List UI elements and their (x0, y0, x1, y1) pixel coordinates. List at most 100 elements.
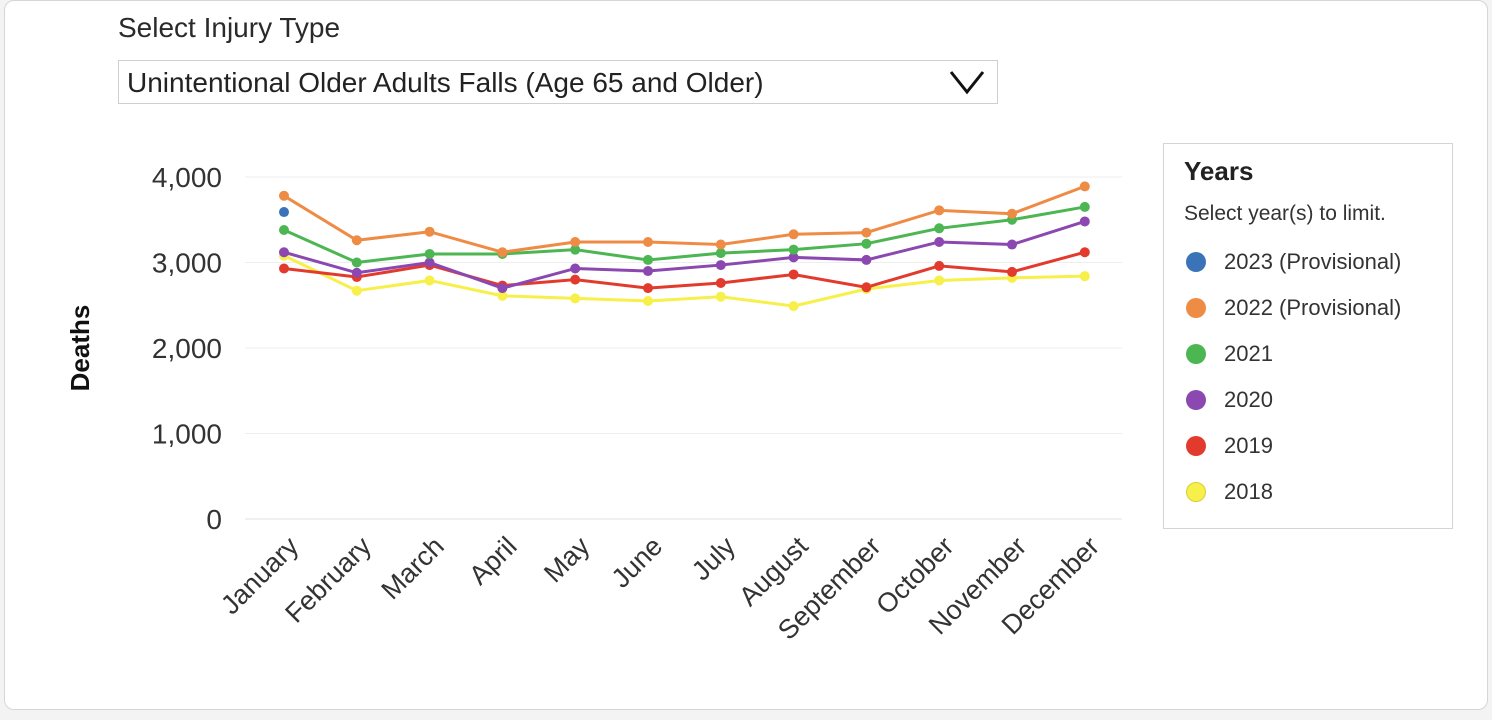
data-point (570, 274, 581, 285)
data-point (861, 282, 872, 293)
x-tick-label: May (538, 531, 596, 589)
injury-type-label: Select Injury Type (118, 12, 341, 43)
data-point (788, 252, 799, 263)
data-point (351, 257, 362, 268)
data-point (861, 227, 872, 238)
data-point (497, 283, 508, 294)
legend-title: Years (1184, 156, 1254, 186)
data-point (570, 263, 581, 274)
data-point (1079, 201, 1090, 212)
data-point (279, 190, 289, 201)
data-point (424, 257, 435, 268)
legend-item-label: 2019 (1224, 433, 1273, 458)
series-line (283, 185, 1086, 254)
data-point (1007, 266, 1017, 277)
data-point (643, 236, 653, 247)
series-line (283, 220, 1086, 290)
data-point (643, 283, 653, 294)
data-point (570, 244, 581, 255)
data-point (279, 247, 289, 258)
legend-item-label: 2022 (Provisional) (1224, 295, 1402, 320)
legend-item-2023[interactable]: 2023 (Provisional) (1182, 247, 1444, 281)
y-tick-label: 2,000 (152, 333, 222, 364)
data-point (934, 275, 945, 286)
legend-item-2022[interactable]: 2022 (Provisional) (1182, 293, 1444, 327)
data-point (1007, 208, 1017, 219)
data-point (861, 238, 872, 249)
data-point (1079, 247, 1090, 258)
series-2022 (279, 181, 1090, 258)
data-point (715, 248, 726, 259)
y-tick-label: 4,000 (152, 162, 222, 193)
chevron-down-icon[interactable] (949, 69, 985, 100)
data-point (715, 278, 726, 289)
data-point (351, 235, 362, 246)
data-point (279, 207, 289, 218)
legend-subtitle: Select year(s) to limit. (1184, 202, 1386, 225)
data-point (570, 236, 581, 247)
series-2018 (279, 250, 1090, 312)
data-point (1079, 216, 1090, 227)
x-tick-label: July (686, 531, 742, 587)
data-point (788, 269, 799, 280)
data-point (934, 223, 945, 234)
x-tick-label: April (463, 531, 522, 590)
y-tick-label: 3,000 (152, 248, 222, 279)
legend-dot-icon (1186, 344, 1206, 364)
data-point (279, 263, 289, 274)
data-point (934, 236, 945, 247)
legend-dot-icon (1186, 482, 1206, 502)
legend-dot-icon (1186, 436, 1206, 456)
legend-item-2021[interactable]: 2021 (1182, 339, 1444, 373)
series-line (283, 250, 1086, 290)
data-point (788, 244, 799, 255)
data-point (934, 205, 945, 216)
x-tick-label: March (376, 531, 450, 605)
data-point (715, 239, 726, 250)
series-line (283, 205, 1086, 265)
series-2020 (279, 216, 1090, 294)
data-point (861, 254, 872, 265)
data-point (715, 291, 726, 302)
data-point (1007, 239, 1017, 250)
data-point (351, 285, 362, 296)
legend-dot-icon (1186, 390, 1206, 410)
injury-type-dropdown[interactable]: Unintentional Older Adults Falls (Age 65… (118, 60, 998, 104)
y-tick-label: 0 (206, 504, 222, 535)
data-point (424, 275, 435, 286)
data-point (788, 301, 799, 312)
legend-item-2019[interactable]: 2019 (1182, 431, 1444, 465)
data-point (934, 260, 945, 271)
legend-item-label: 2018 (1224, 479, 1273, 504)
legend-item-label: 2021 (1224, 341, 1273, 366)
legend-item-2020[interactable]: 2020 (1182, 385, 1444, 419)
data-point (1079, 181, 1090, 192)
data-point (643, 254, 653, 265)
y-tick-label: 1,000 (152, 419, 222, 450)
data-point (570, 293, 581, 304)
legend-item-2018[interactable]: 2018 (1182, 477, 1444, 511)
injury-type-selected-value: Unintentional Older Adults Falls (Age 65… (127, 67, 764, 98)
series-2023 (279, 207, 289, 218)
data-point (279, 225, 289, 236)
legend-item-label: 2023 (Provisional) (1224, 249, 1402, 274)
legend-dot-icon (1186, 252, 1206, 272)
data-point (643, 295, 653, 306)
data-point (715, 260, 726, 271)
data-point (424, 226, 435, 237)
series-line (283, 254, 1085, 308)
data-point (788, 229, 799, 240)
data-point (351, 267, 362, 278)
years-legend: Years Select year(s) to limit. 2023 (Pro… (1163, 143, 1453, 529)
data-point (1079, 271, 1090, 282)
legend-dot-icon (1186, 298, 1206, 318)
data-point (643, 266, 653, 277)
data-point (424, 248, 435, 259)
series-2019 (279, 247, 1090, 294)
x-tick-label: June (606, 531, 669, 594)
y-axis-label: Deaths (65, 305, 95, 392)
legend-item-label: 2020 (1224, 387, 1273, 412)
data-point (497, 247, 508, 258)
data-point (497, 290, 508, 301)
